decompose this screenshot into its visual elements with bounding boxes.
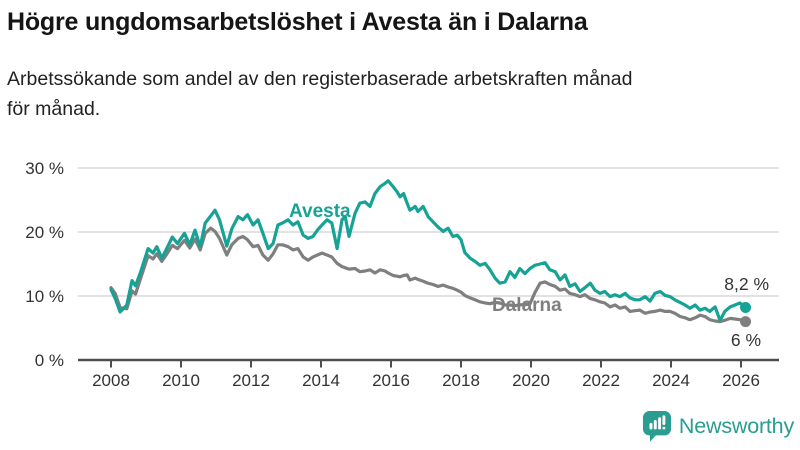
exclamation-bar <box>662 414 666 425</box>
avesta-end-value-label: 8,2 % <box>724 274 769 294</box>
dalarna-line <box>109 226 748 324</box>
y-tick-label: 10 % <box>25 287 64 306</box>
x-tick-label: 2016 <box>372 371 410 390</box>
y-tick-label: 0 % <box>35 351 64 370</box>
x-tick-label: 2018 <box>442 371 480 390</box>
x-tick-label: 2026 <box>722 371 760 390</box>
y-axis-labels: 0 % 10 % 20 % 30 % <box>25 159 64 370</box>
x-axis <box>78 358 779 368</box>
bar-tall <box>658 416 661 429</box>
avesta-end-dot <box>740 302 752 314</box>
dalarna-end-value-label: 6 % <box>731 330 761 350</box>
x-tick-label: 2010 <box>162 371 200 390</box>
x-tick-label: 2008 <box>92 371 130 390</box>
x-tick-label: 2020 <box>512 371 550 390</box>
y-tick-label: 20 % <box>25 223 64 242</box>
exclamation-dot <box>662 426 666 429</box>
chart-subtitle-line2: för månad. <box>7 98 101 120</box>
bar-medium <box>653 419 657 429</box>
avesta-line <box>109 179 748 322</box>
chart-subtitle: Arbetssökande som andel av den registerb… <box>7 64 767 124</box>
bar-chart-glyph <box>649 414 666 429</box>
avesta-series-label: Avesta <box>289 201 351 222</box>
y-gridlines <box>78 167 779 297</box>
newsworthy-wordmark: Newsworthy <box>678 413 794 438</box>
x-tick-label: 2022 <box>582 371 620 390</box>
bar-small <box>649 422 653 429</box>
dalarna-end-dot <box>740 316 752 328</box>
chart-title: Högre ungdomsarbetslöshet i Avesta än i … <box>7 8 588 36</box>
newsworthy-logo: Newsworthy <box>642 408 794 444</box>
x-tick-labels: 2008 2010 2012 2014 2016 2018 2020 2022 2024 2026 <box>92 371 760 390</box>
y-tick-label: 30 % <box>25 159 64 178</box>
x-tick-label: 2014 <box>302 371 340 390</box>
x-tick-label: 2024 <box>652 371 690 390</box>
x-tick-label: 2012 <box>232 371 270 390</box>
speech-bubble-shape <box>642 410 671 442</box>
chart-subtitle-line1: Arbetssökande som andel av den registerb… <box>7 68 633 90</box>
newsworthy-icon <box>642 410 671 442</box>
dalarna-series-label: Dalarna <box>492 295 562 316</box>
line-chart: 0 %10 %20 %30 %2008 2010 2012 2014 2016 2018 2… <box>25 159 779 390</box>
